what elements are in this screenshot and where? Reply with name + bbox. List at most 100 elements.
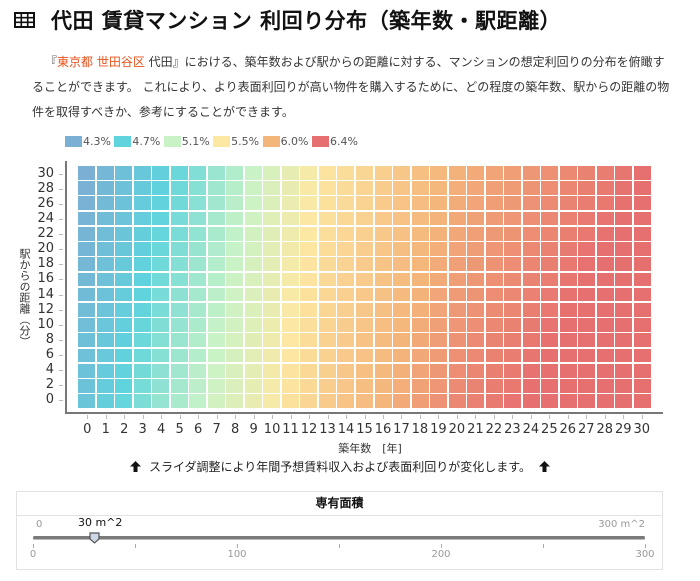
heatmap-cell[interactable] <box>467 272 485 287</box>
heatmap-cell[interactable] <box>485 318 503 332</box>
heatmap-cell[interactable] <box>596 257 614 272</box>
heatmap-cell[interactable] <box>430 257 448 272</box>
heatmap-cell[interactable] <box>133 394 151 408</box>
heatmap-cell[interactable] <box>244 181 262 195</box>
heatmap-cell[interactable] <box>133 318 151 332</box>
heatmap-cell[interactable] <box>467 226 485 241</box>
heatmap-cell[interactable] <box>263 257 281 272</box>
heatmap-cell[interactable] <box>504 242 522 256</box>
heatmap-cell[interactable] <box>226 363 244 378</box>
heatmap-cell[interactable] <box>300 211 318 226</box>
heatmap-cell[interactable] <box>189 272 207 287</box>
heatmap-cell[interactable] <box>578 166 596 180</box>
heatmap-cell[interactable] <box>541 166 559 180</box>
heatmap-cell[interactable] <box>96 226 114 241</box>
heatmap-cell[interactable] <box>467 394 485 408</box>
heatmap-cell[interactable] <box>226 333 244 348</box>
heatmap-cell[interactable] <box>522 211 540 226</box>
heatmap-cell[interactable] <box>596 302 614 317</box>
heatmap-cell[interactable] <box>300 166 318 180</box>
heatmap-cell[interactable] <box>485 272 503 287</box>
heatmap-cell[interactable] <box>96 166 114 180</box>
heatmap-cell[interactable] <box>596 181 614 195</box>
heatmap-cell[interactable] <box>96 348 114 363</box>
heatmap-cell[interactable] <box>263 181 281 195</box>
heatmap-cell[interactable] <box>374 166 392 180</box>
heatmap-cell[interactable] <box>244 348 262 363</box>
heatmap-cell[interactable] <box>504 394 522 408</box>
heatmap-cell[interactable] <box>226 257 244 272</box>
heatmap-cell[interactable] <box>374 196 392 211</box>
heatmap-cell[interactable] <box>411 226 429 241</box>
heatmap-cell[interactable] <box>152 379 170 393</box>
heatmap-cell[interactable] <box>522 363 540 378</box>
heatmap-cell[interactable] <box>633 166 651 180</box>
heatmap-cell[interactable] <box>411 333 429 348</box>
heatmap-cell[interactable] <box>189 363 207 378</box>
heatmap-cell[interactable] <box>189 379 207 393</box>
heatmap-cell[interactable] <box>559 166 577 180</box>
heatmap-cell[interactable] <box>615 302 633 317</box>
heatmap-cell[interactable] <box>96 211 114 226</box>
heatmap-cell[interactable] <box>337 166 355 180</box>
heatmap-cell[interactable] <box>393 333 411 348</box>
heatmap-cell[interactable] <box>578 257 596 272</box>
heatmap-cell[interactable] <box>559 226 577 241</box>
heatmap-cell[interactable] <box>374 318 392 332</box>
heatmap-cell[interactable] <box>578 318 596 332</box>
heatmap-cell[interactable] <box>189 333 207 348</box>
heatmap-cell[interactable] <box>578 272 596 287</box>
heatmap-cell[interactable] <box>559 379 577 393</box>
heatmap-cell[interactable] <box>78 363 96 378</box>
heatmap-cell[interactable] <box>300 196 318 211</box>
heatmap-cell[interactable] <box>448 211 466 226</box>
heatmap-cell[interactable] <box>96 394 114 408</box>
heatmap-cell[interactable] <box>78 166 96 180</box>
heatmap-cell[interactable] <box>615 363 633 378</box>
heatmap-cell[interactable] <box>263 302 281 317</box>
heatmap-cell[interactable] <box>115 379 133 393</box>
heatmap-cell[interactable] <box>541 226 559 241</box>
heatmap-cell[interactable] <box>207 272 225 287</box>
heatmap-cell[interactable] <box>411 302 429 317</box>
heatmap-cell[interactable] <box>96 287 114 302</box>
heatmap-cell[interactable] <box>189 318 207 332</box>
heatmap-cell[interactable] <box>448 196 466 211</box>
heatmap-cell[interactable] <box>467 211 485 226</box>
heatmap-cell[interactable] <box>374 379 392 393</box>
heatmap-cell[interactable] <box>96 181 114 195</box>
heatmap-cell[interactable] <box>133 226 151 241</box>
heatmap-cell[interactable] <box>467 363 485 378</box>
heatmap-cell[interactable] <box>281 272 299 287</box>
heatmap-cell[interactable] <box>78 394 96 408</box>
heatmap-cell[interactable] <box>633 181 651 195</box>
heatmap-cell[interactable] <box>596 348 614 363</box>
heatmap-cell[interactable] <box>300 394 318 408</box>
heatmap-cell[interactable] <box>393 226 411 241</box>
heatmap-cell[interactable] <box>467 181 485 195</box>
heatmap-cell[interactable] <box>133 242 151 256</box>
heatmap-cell[interactable] <box>152 348 170 363</box>
heatmap-cell[interactable] <box>430 348 448 363</box>
heatmap-cell[interactable] <box>170 348 188 363</box>
heatmap-cell[interactable] <box>504 196 522 211</box>
heatmap-cell[interactable] <box>170 196 188 211</box>
heatmap-cell[interactable] <box>133 181 151 195</box>
heatmap-cell[interactable] <box>485 257 503 272</box>
heatmap-cell[interactable] <box>578 333 596 348</box>
heatmap-cell[interactable] <box>596 363 614 378</box>
heatmap-cell[interactable] <box>430 318 448 332</box>
heatmap-cell[interactable] <box>541 318 559 332</box>
heatmap-cell[interactable] <box>170 302 188 317</box>
heatmap-cell[interactable] <box>485 242 503 256</box>
heatmap-cell[interactable] <box>578 226 596 241</box>
heatmap-cell[interactable] <box>300 363 318 378</box>
heatmap-cell[interactable] <box>318 257 336 272</box>
heatmap-cell[interactable] <box>189 302 207 317</box>
legend-item[interactable]: 6.4% <box>311 134 361 148</box>
legend-item[interactable]: 5.5% <box>213 134 262 148</box>
heatmap-cell[interactable] <box>448 166 466 180</box>
heatmap-cell[interactable] <box>430 196 448 211</box>
heatmap-cell[interactable] <box>337 348 355 363</box>
heatmap-cell[interactable] <box>263 333 281 348</box>
